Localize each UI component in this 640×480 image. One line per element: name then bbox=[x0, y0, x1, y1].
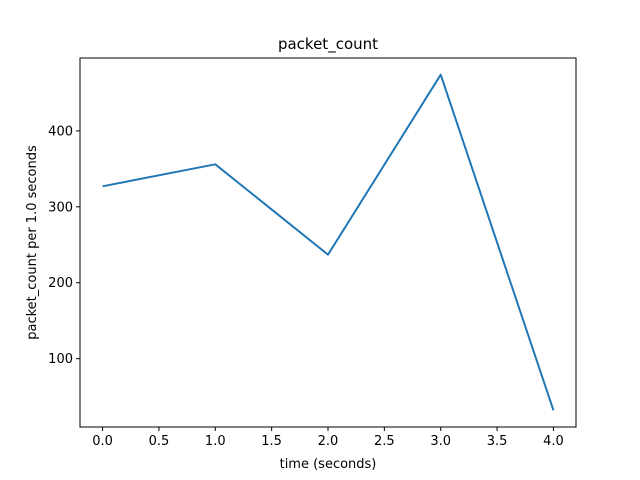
series-layer bbox=[102, 73, 555, 411]
chart-title: packet_count bbox=[278, 35, 378, 54]
y-axis-label: packet_count per 1.0 seconds bbox=[25, 145, 40, 340]
x-tick-label: 2.0 bbox=[318, 434, 339, 449]
y-tick-label: 100 bbox=[48, 352, 73, 367]
y-axis-ticks: 100 200 300 400 bbox=[48, 124, 80, 367]
x-tick-label: 1.5 bbox=[261, 434, 282, 449]
x-axis-ticks: 0.0 0.5 1.0 1.5 2.0 2.5 3.0 3.5 4.0 bbox=[92, 427, 564, 449]
series-line bbox=[102, 73, 555, 411]
x-tick-label: 4.0 bbox=[543, 434, 564, 449]
y-tick-label: 200 bbox=[48, 276, 73, 291]
x-tick-label: 1.0 bbox=[205, 434, 226, 449]
x-tick-label: 0.0 bbox=[92, 434, 113, 449]
x-axis-label: time (seconds) bbox=[280, 457, 377, 472]
plot-area: 0.0 0.5 1.0 1.5 2.0 2.5 3.0 3.5 4.0 100 200 300 400 bbox=[48, 57, 577, 449]
x-tick-label: 2.5 bbox=[374, 434, 395, 449]
x-tick-label: 3.0 bbox=[430, 434, 451, 449]
y-tick-label: 400 bbox=[48, 124, 73, 139]
x-tick-label: 0.5 bbox=[149, 434, 170, 449]
x-tick-label: 3.5 bbox=[487, 434, 508, 449]
plot-frame bbox=[79, 57, 577, 428]
y-tick-label: 300 bbox=[48, 200, 73, 215]
